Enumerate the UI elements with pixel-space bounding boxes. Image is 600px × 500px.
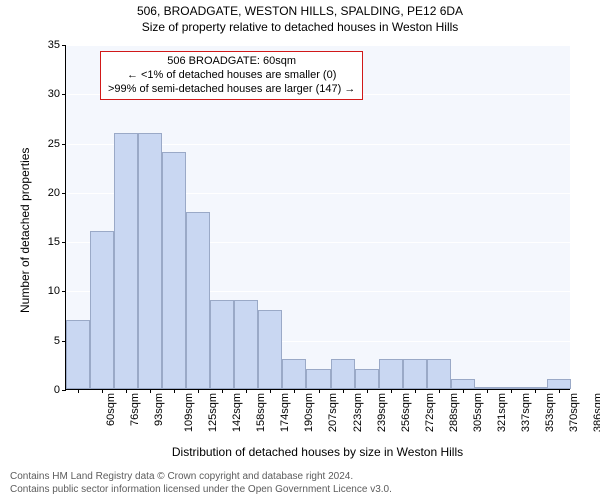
title-line-1: 506, BROADGATE, WESTON HILLS, SPALDING, … (0, 4, 600, 20)
xtick-mark (511, 389, 512, 393)
ytick-label: 35 (48, 39, 60, 51)
xtick-mark (174, 389, 175, 393)
bar (403, 359, 427, 389)
annotation-line-3: >99% of semi-detached houses are larger … (108, 83, 355, 97)
xtick-mark (535, 389, 536, 393)
ytick-label: 30 (48, 88, 60, 100)
bar (210, 300, 234, 389)
plot-area: 0510152025303560sqm76sqm93sqm109sqm125sq… (65, 45, 570, 390)
annotation-line-1: 506 BROADGATE: 60sqm (108, 55, 355, 69)
bar (90, 231, 114, 389)
bar (331, 359, 355, 389)
xtick-label: 207sqm (328, 393, 340, 432)
xtick-mark (294, 389, 295, 393)
xtick-mark (559, 389, 560, 393)
xtick-mark (198, 389, 199, 393)
footnote-line-1: Contains HM Land Registry data © Crown c… (10, 471, 590, 484)
xtick-label: 256sqm (400, 393, 412, 432)
xtick-mark (246, 389, 247, 393)
xtick-label: 386sqm (592, 393, 600, 432)
xtick-label: 239sqm (376, 393, 388, 432)
footnote-line-2: Contains public sector information licen… (10, 484, 590, 497)
bar (162, 152, 186, 389)
ytick-mark (62, 144, 66, 145)
ytick-label: 10 (48, 285, 60, 297)
ytick-label: 0 (54, 384, 60, 396)
xtick-label: 288sqm (448, 393, 460, 432)
xtick-label: 125sqm (207, 393, 219, 432)
xtick-mark (319, 389, 320, 393)
ytick-label: 25 (48, 138, 60, 150)
xtick-label: 370sqm (568, 393, 580, 432)
bar (186, 212, 210, 389)
bar (379, 359, 403, 389)
ytick-mark (62, 242, 66, 243)
xtick-mark (270, 389, 271, 393)
xtick-mark (126, 389, 127, 393)
xtick-mark (391, 389, 392, 393)
ytick-mark (62, 193, 66, 194)
bar (427, 359, 451, 389)
title-line-2: Size of property relative to detached ho… (0, 20, 600, 36)
y-axis-label: Number of detached properties (18, 147, 32, 312)
bar (234, 300, 258, 389)
ytick-label: 15 (48, 236, 60, 248)
bar (306, 369, 330, 389)
bar (66, 320, 90, 389)
bar (547, 379, 571, 389)
xtick-label: 60sqm (105, 393, 117, 426)
xtick-mark (463, 389, 464, 393)
annotation-box: 506 BROADGATE: 60sqm ← <1% of detached h… (100, 51, 363, 100)
bar (258, 310, 282, 389)
bar (138, 133, 162, 389)
xtick-label: 305sqm (472, 393, 484, 432)
xtick-label: 353sqm (544, 393, 556, 432)
ytick-mark (62, 390, 66, 391)
gridline (66, 45, 570, 46)
xtick-mark (415, 389, 416, 393)
xtick-mark (367, 389, 368, 393)
xtick-mark (439, 389, 440, 393)
bar (282, 359, 306, 389)
xtick-label: 109sqm (183, 393, 195, 432)
figure: 506, BROADGATE, WESTON HILLS, SPALDING, … (0, 0, 600, 500)
xtick-label: 272sqm (424, 393, 436, 432)
ytick-mark (62, 94, 66, 95)
xtick-label: 158sqm (255, 393, 267, 432)
annotation-line-2: ← <1% of detached houses are smaller (0) (108, 69, 355, 83)
xtick-mark (343, 389, 344, 393)
xtick-label: 174sqm (279, 393, 291, 432)
ytick-mark (62, 291, 66, 292)
xtick-mark (102, 389, 103, 393)
xtick-label: 142sqm (231, 393, 243, 432)
xtick-label: 76sqm (129, 393, 141, 426)
bar (114, 133, 138, 389)
xtick-mark (487, 389, 488, 393)
xtick-label: 93sqm (153, 393, 165, 426)
ytick-label: 20 (48, 187, 60, 199)
xtick-label: 223sqm (352, 393, 364, 432)
xtick-label: 321sqm (496, 393, 508, 432)
ytick-mark (62, 45, 66, 46)
bar (355, 369, 379, 389)
footnote: Contains HM Land Registry data © Crown c… (10, 471, 590, 496)
title-block: 506, BROADGATE, WESTON HILLS, SPALDING, … (0, 4, 600, 35)
xtick-mark (78, 389, 79, 393)
xtick-label: 337sqm (520, 393, 532, 432)
ytick-label: 5 (54, 335, 60, 347)
x-axis-label: Distribution of detached houses by size … (172, 445, 463, 459)
bar (451, 379, 475, 389)
xtick-label: 190sqm (304, 393, 316, 432)
xtick-mark (222, 389, 223, 393)
xtick-mark (150, 389, 151, 393)
